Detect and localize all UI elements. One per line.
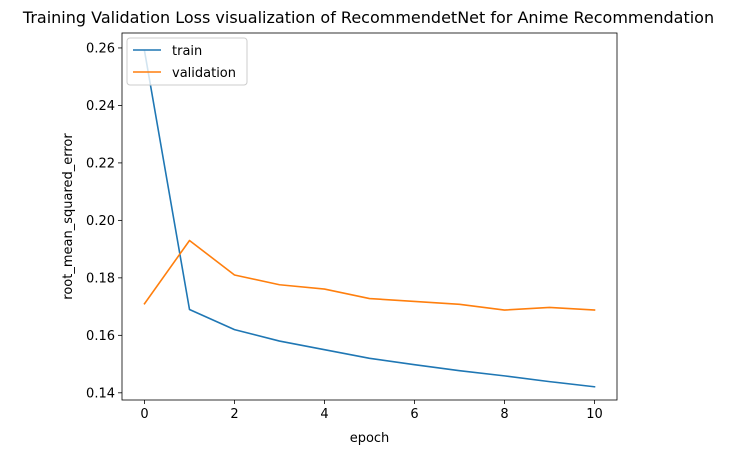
x-tick-label: 0 xyxy=(140,407,148,422)
series-line-validation xyxy=(143,239,596,311)
x-tick-label: 2 xyxy=(230,407,238,422)
y-tick-label: 0.24 xyxy=(86,99,115,114)
y-axis-label: root_mean_squared_error xyxy=(61,133,76,300)
x-tick-label: 8 xyxy=(500,407,508,422)
series-layer xyxy=(143,49,596,388)
x-axis-label: epoch xyxy=(350,431,390,446)
y-tick-label: 0.20 xyxy=(86,214,115,229)
x-tick-label: 4 xyxy=(320,407,328,422)
y-tick-label: 0.14 xyxy=(86,386,115,401)
plot-area xyxy=(121,32,618,401)
x-tick-label: 6 xyxy=(410,407,418,422)
chart-title: Training Validation Loss visualization o… xyxy=(22,8,714,27)
y-tick-label: 0.16 xyxy=(86,329,115,344)
y-tick-label: 0.18 xyxy=(86,271,115,286)
x-tick-label: 10 xyxy=(586,407,603,422)
x-axis-ticks: 0 2 4 6 8 10 xyxy=(140,400,603,422)
series-line-train xyxy=(143,49,596,388)
legend-label-train: train xyxy=(172,44,202,59)
legend-label-validation: validation xyxy=(172,66,236,81)
legend: train validation xyxy=(126,37,248,86)
y-axis-ticks: 0.14 0.16 0.18 0.20 0.22 0.24 0.26 xyxy=(86,41,122,401)
y-tick-label: 0.26 xyxy=(86,41,115,56)
y-tick-label: 0.22 xyxy=(86,156,115,171)
plot-frame xyxy=(121,32,618,401)
